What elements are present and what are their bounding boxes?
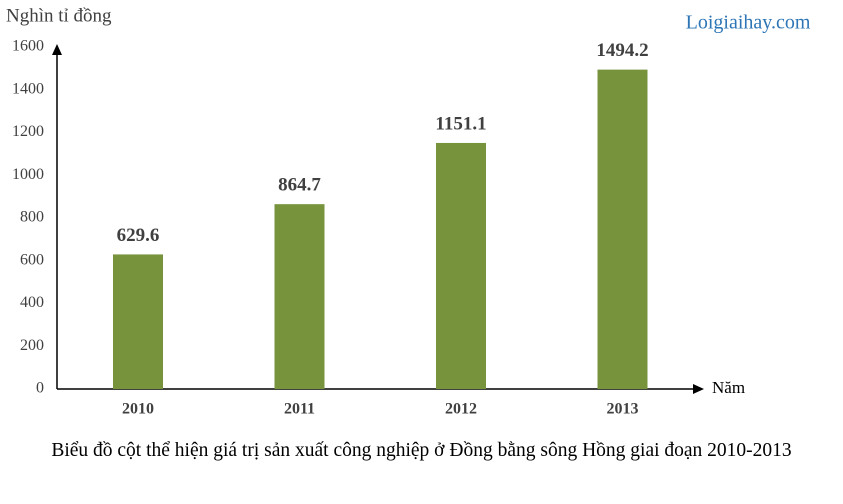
bar	[597, 69, 648, 390]
y-tick-label: 600	[20, 251, 44, 268]
y-tick-label: 1600	[12, 38, 44, 55]
x-tick-label: 2010	[122, 401, 154, 418]
y-tick-label: 800	[20, 209, 44, 226]
x-axis-arrow	[693, 384, 704, 394]
y-tick-label: 400	[20, 294, 44, 311]
y-tick-label: 1400	[12, 80, 44, 97]
x-tick-label: 2013	[607, 401, 639, 418]
chart-title: Biểu đồ cột thể hiện giá trị sản xuất cô…	[51, 440, 792, 461]
value-label: 1494.2	[596, 40, 648, 61]
y-axis-label: Nghìn tỉ đồng	[6, 5, 112, 26]
bar	[436, 142, 486, 389]
y-tick-label: 1200	[12, 123, 44, 140]
chart: Nghìn tỉ đồng Loigiaihay.com Năm 0 200 400…	[6, 5, 811, 418]
value-label: 629.6	[117, 225, 160, 246]
y-axis-arrow	[52, 44, 62, 55]
value-label: 864.7	[278, 175, 321, 196]
x-axis-label: Năm	[712, 378, 745, 397]
bar	[274, 204, 325, 389]
x-tick-label: 2012	[445, 401, 477, 418]
x-tick-label: 2011	[284, 401, 315, 418]
y-tick-label: 200	[20, 337, 44, 354]
value-label: 1151.1	[435, 113, 486, 134]
bar	[113, 254, 163, 389]
y-tick-label: 1000	[12, 166, 44, 183]
watermark: Loigiaihay.com	[686, 12, 811, 34]
y-tick-label: 0	[36, 380, 44, 397]
